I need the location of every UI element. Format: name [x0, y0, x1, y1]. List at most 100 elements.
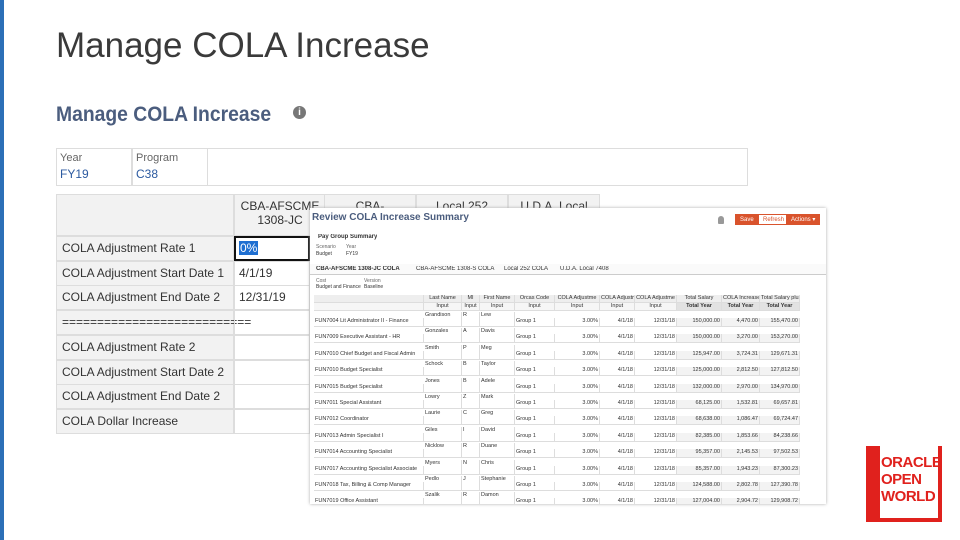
- row-label: COLA Adjustment End Date 2: [62, 389, 221, 404]
- toolbar-button[interactable]: Actions ▾: [786, 214, 821, 225]
- table-cell: Smith: [424, 344, 462, 360]
- table-cell: Stephanie: [480, 476, 515, 491]
- pov-value: Budget: [316, 251, 332, 257]
- table-cell: 95,357.00: [677, 449, 722, 459]
- table-cell: R: [462, 312, 480, 327]
- table-cell: FUN7017 Accounting Specialist Associate: [314, 465, 424, 475]
- table-cell: Pedlo: [424, 476, 462, 491]
- table-cell: 150,000.00: [677, 318, 722, 327]
- table-subheader: Input: [600, 303, 635, 311]
- table-cell: Group 1: [515, 400, 555, 409]
- table-cell: Damon: [480, 492, 515, 504]
- dialog-title: Review COLA Increase Summary: [312, 212, 469, 223]
- row-value: 12/31/19: [239, 290, 286, 305]
- row-label: COLA Adjustment Start Date 1: [62, 265, 225, 280]
- tab[interactable]: CBA-AFSCME 1308-JC COLA: [316, 266, 400, 272]
- table-cell: 12/31/18: [635, 350, 677, 360]
- table-cell: 127,812.50: [760, 367, 800, 377]
- table-cell: FUN7019 Office Assistant: [314, 498, 424, 504]
- table-cell: Adele: [480, 377, 515, 393]
- table-cell: 127,390.78: [760, 482, 800, 491]
- table-cell: N: [462, 459, 480, 475]
- toolbar-button[interactable]: Save: [735, 214, 759, 225]
- table-cell: 3,270.00: [722, 334, 760, 344]
- table-cell: 3,724.31: [722, 350, 760, 360]
- grid-header: [56, 194, 234, 236]
- table-subheader: Input: [635, 303, 677, 311]
- pov-value: FY19: [346, 251, 358, 257]
- table-cell: 12/31/18: [635, 416, 677, 426]
- row-header: [56, 384, 234, 410]
- row-cell: [234, 334, 310, 360]
- row-value: 0%: [239, 241, 259, 255]
- table-cell: 155,470.00: [760, 318, 800, 327]
- toolbar-button[interactable]: Refresh: [758, 214, 790, 225]
- table-subheader: Input: [555, 303, 600, 311]
- table-cell: Group 1: [515, 449, 555, 459]
- table-cell: FUN7013 Admin Specialist I: [314, 432, 424, 442]
- table-cell: David: [480, 426, 515, 442]
- table-cell: I: [462, 426, 480, 442]
- table-cell: 97,502.53: [760, 449, 800, 459]
- table-cell: 1,853.66: [722, 432, 760, 442]
- table-cell: 3.00%: [555, 432, 600, 442]
- table-header: First Name: [480, 295, 515, 303]
- row-header: [56, 359, 234, 385]
- table-cell: 4/1/18: [600, 465, 635, 475]
- table-cell: Group 1: [515, 350, 555, 360]
- table-cell: 12/31/18: [635, 432, 677, 442]
- table-cell: 12/31/18: [635, 383, 677, 393]
- table-cell: FUN7011 Special Assistant: [314, 400, 424, 409]
- filter-label: Program: [136, 152, 179, 164]
- table-cell: A: [462, 328, 480, 344]
- table-cell: P: [462, 344, 480, 360]
- row-header: [56, 236, 234, 261]
- table-cell: FUN7010 Chief Budget and Fiscal Admin: [314, 350, 424, 360]
- table-cell: 150,000.00: [677, 334, 722, 344]
- row-label: ===========================: [62, 315, 252, 330]
- table-cell: 12/31/18: [635, 367, 677, 377]
- table-cell: FUN7009 Executive Assistant - HR: [314, 334, 424, 344]
- row-value: 4/1/19: [239, 265, 273, 280]
- column-header-text: CBA-AFSCME 1308-JC: [240, 199, 320, 227]
- table-cell: 2,145.53: [722, 449, 760, 459]
- pov-value: Baseline: [364, 284, 384, 290]
- table-cell: 12/31/18: [635, 449, 677, 459]
- table-cell: 3.00%: [555, 367, 600, 377]
- table-cell: 4/1/18: [600, 416, 635, 426]
- row-label: COLA Dollar Increase: [62, 413, 179, 428]
- row-cell: [234, 384, 310, 410]
- section-title: Pay Group Summary: [318, 234, 378, 240]
- table-cell: 129,908.72: [760, 498, 800, 504]
- table-cell: Giles: [424, 426, 462, 442]
- table-cell: 12/31/18: [635, 482, 677, 491]
- row-cell: [234, 236, 310, 261]
- row-header: [56, 310, 234, 336]
- table-cell: Group 1: [515, 432, 555, 442]
- tab[interactable]: CBA-AFSCME 1308-S COLA: [416, 266, 495, 272]
- row-cell: [234, 310, 310, 336]
- table-cell: R: [462, 492, 480, 504]
- row-label: COLA Adjustment Rate 1: [62, 241, 196, 255]
- table-cell: J: [462, 476, 480, 491]
- table-cell: 4,470.00: [722, 318, 760, 327]
- table-cell: C: [462, 410, 480, 426]
- table-cell: 124,588.00: [677, 482, 722, 491]
- table-cell: Grandison: [424, 312, 462, 327]
- table-cell: 4/1/18: [600, 367, 635, 377]
- table-cell: 69,657.81: [760, 400, 800, 409]
- row-cell: [234, 408, 310, 434]
- table-cell: Group 1: [515, 383, 555, 393]
- table-cell: 4/1/18: [600, 350, 635, 360]
- table-cell: 3.00%: [555, 449, 600, 459]
- table-cell: B: [462, 361, 480, 377]
- pov-label: Year: [346, 244, 357, 250]
- table-header: Total Salary plus: [760, 295, 800, 303]
- table-cell: 3.00%: [555, 465, 600, 475]
- table-header: Orcas Code: [515, 295, 555, 303]
- filter-label: Year: [60, 152, 83, 164]
- tab[interactable]: Local 252 COLA: [504, 266, 549, 272]
- table-cell: Group 1: [515, 416, 555, 426]
- tab[interactable]: U.D.A. Local 7408: [560, 266, 609, 272]
- filter-value: C38: [136, 167, 159, 181]
